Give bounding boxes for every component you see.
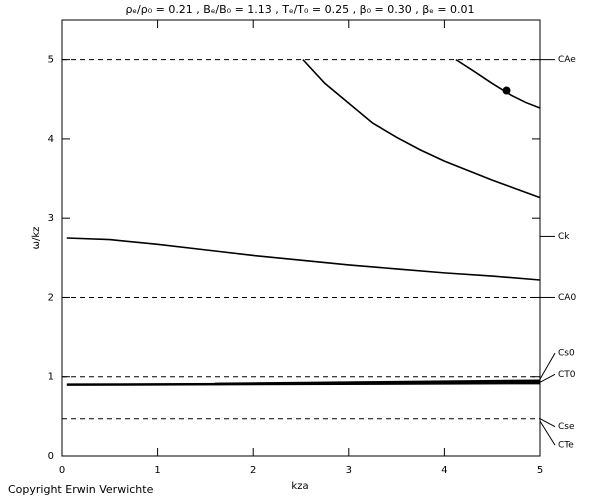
marker-point (502, 86, 511, 95)
annotation-label: CAe (558, 55, 576, 65)
annotation-leader (539, 418, 556, 428)
annotation-leader (539, 420, 556, 446)
x-tick-label: 0 (59, 465, 65, 476)
annotation-leader (539, 373, 556, 383)
y-tick-label: 3 (48, 213, 54, 224)
x-tick-label: 4 (441, 465, 447, 476)
x-tick-label: 1 (154, 465, 160, 476)
line-series (302, 59, 541, 199)
x-tick-label: 2 (250, 465, 256, 476)
annotation-label: CTe (558, 441, 574, 451)
annotation-leader (539, 352, 556, 380)
x-tick-label: 5 (537, 465, 543, 476)
y-tick-label: 1 (48, 372, 54, 383)
x-axis-label: kza (291, 481, 308, 492)
annotation-label: Cse (558, 422, 575, 432)
chart-title: ρₑ/ρ₀ = 0.21 , Bₑ/B₀ = 1.13 , Tₑ/T₀ = 0.… (125, 3, 474, 16)
line-series (214, 379, 541, 386)
plot-frame (61, 19, 541, 457)
annotation-label: CA0 (558, 293, 576, 303)
line-series (455, 58, 541, 109)
y-tick-label: 4 (48, 134, 54, 145)
y-tick-label: 5 (48, 55, 54, 66)
line-series (66, 237, 541, 281)
y-tick-label: 0 (48, 451, 54, 462)
annotation-label: Cs0 (558, 349, 575, 359)
y-tick-label: 2 (48, 292, 54, 303)
x-tick-label: 3 (346, 465, 352, 476)
y-axis-label: ω/kz (31, 227, 42, 250)
annotation-label: CT0 (558, 370, 576, 380)
footer: Copyright Erwin Verwichte (8, 483, 154, 496)
annotation-label: Ck (558, 232, 570, 242)
